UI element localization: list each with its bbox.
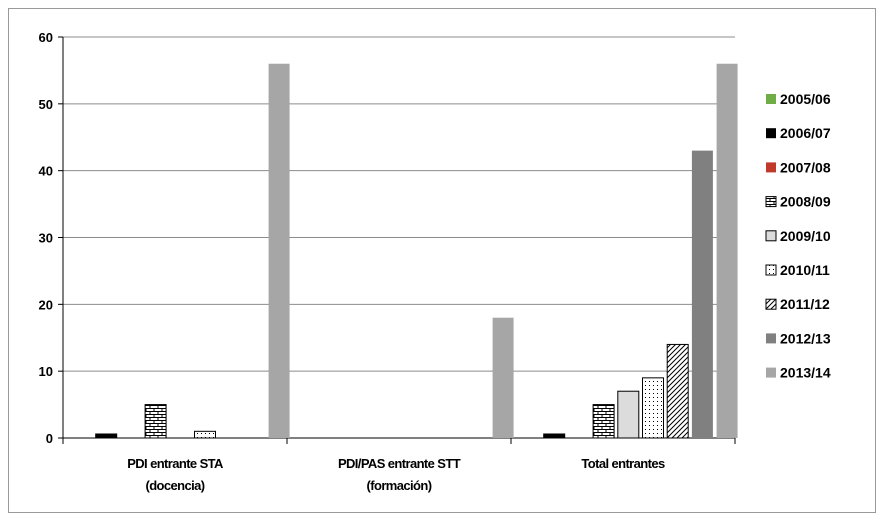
legend-swatch [766,333,776,344]
legend-swatch [766,128,776,139]
y-tick-label: 40 [39,164,53,179]
legend-label: 2007/08 [780,159,831,175]
legend-label: 2006/07 [780,125,831,141]
legend: 2005/06 2006/07 2007/08 2008/09 2009/10 2010/… [765,91,831,381]
y-tick-label: 50 [39,97,53,112]
axis-labels: 0 10 20 30 40 50 60 PDI entrante STA (docencia) P… [39,30,666,493]
x-category-label: Total entrantes [581,456,665,471]
bars [95,63,738,439]
bar-2008-09-cat2 [592,404,615,439]
y-tick-label: 60 [39,30,53,45]
legend-swatch [765,196,777,208]
y-tick-label: 30 [39,231,53,246]
y-tick-label: 10 [39,364,53,379]
legend-label: 2009/10 [780,228,831,244]
bar-2006-07-cat0 [95,433,118,439]
bar-2013-14-cat0 [268,63,290,438]
legend-swatch [765,298,777,310]
y-tick-label: 0 [46,431,53,446]
legend-label: 2010/11 [780,262,830,278]
bar-2009-10-cat2 [617,390,640,439]
bar-2010-11-cat0 [194,430,216,439]
x-category-label: PDI/PAS entrante STT [338,456,461,471]
x-category-label: (formación) [367,478,432,493]
x-category-label: (docencia) [145,478,204,493]
legend-swatch [765,264,777,276]
gridlines [63,36,735,372]
y-tick-label: 20 [39,297,53,312]
legend-label: 2012/13 [780,330,831,346]
bar-2013-14-cat2 [716,63,738,438]
legend-swatch [765,230,777,242]
legend-label: 2005/06 [780,91,831,107]
bar-2011-12-cat2 [666,343,689,439]
legend-swatch [766,94,776,104]
bar-2008-09-cat0 [144,404,167,439]
legend-swatch [766,367,776,378]
legend-swatch [766,162,776,173]
bar-2010-11-cat2 [642,377,664,439]
legend-label: 2008/09 [780,194,831,210]
x-category-label: PDI entrante STA [127,456,224,471]
bar-2006-07-cat2 [543,433,566,439]
axes [58,36,736,444]
bar-2012-13-cat2 [691,150,713,438]
legend-label: 2011/12 [780,296,830,312]
bar-2013-14-cat1 [492,317,514,438]
legend-label: 2013/14 [780,365,831,381]
